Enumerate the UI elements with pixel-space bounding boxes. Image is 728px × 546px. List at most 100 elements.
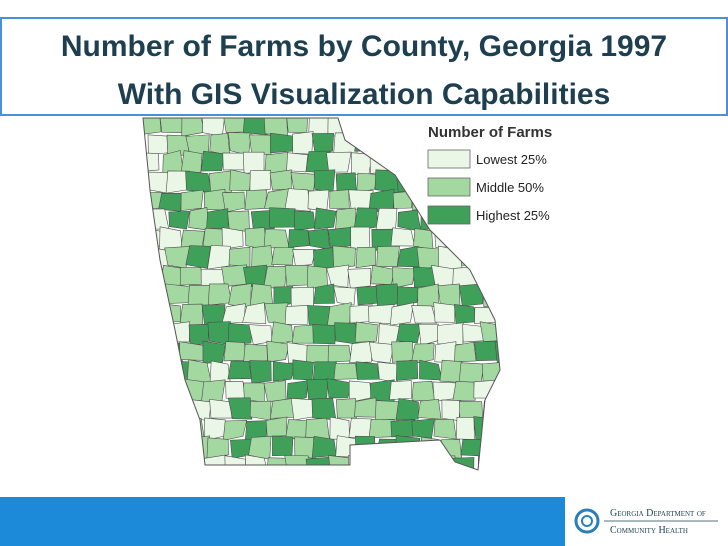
county: [269, 397, 295, 419]
county: [206, 208, 229, 230]
county: [144, 436, 168, 458]
county: [206, 437, 229, 460]
county: [227, 323, 253, 345]
county: [459, 400, 484, 420]
county: [347, 268, 372, 289]
legend-title: Number of Farms: [428, 124, 552, 141]
county: [286, 118, 309, 133]
county: [145, 362, 166, 384]
county: [159, 456, 183, 470]
county: [376, 245, 400, 267]
county: [221, 264, 247, 287]
county: [375, 207, 398, 231]
legend-swatch: [427, 149, 471, 169]
county: [251, 245, 275, 269]
county: [434, 341, 457, 364]
county: [498, 379, 500, 401]
county: [412, 266, 436, 288]
county: [410, 343, 435, 365]
county: [284, 305, 309, 325]
county: [227, 360, 252, 380]
county: [452, 226, 479, 249]
county: [374, 169, 400, 194]
county: [474, 227, 499, 250]
county: [222, 420, 248, 441]
county: [313, 283, 335, 304]
county: [305, 417, 330, 440]
legend-label: Middle 50%: [476, 180, 544, 195]
county: [396, 360, 419, 381]
county: [395, 398, 419, 421]
county: [164, 246, 190, 269]
county: [495, 264, 500, 289]
county: [348, 118, 374, 135]
county: [311, 133, 334, 156]
county: [334, 322, 359, 345]
county: [187, 399, 212, 421]
county: [480, 246, 500, 270]
county: [204, 188, 227, 211]
county: [335, 435, 357, 458]
county: [496, 302, 500, 326]
county: [263, 229, 290, 249]
county: [336, 398, 357, 419]
county: [270, 132, 294, 154]
county: [328, 455, 352, 470]
title-line: With GIS Visualization Capabilities: [118, 78, 611, 111]
county: [333, 363, 358, 380]
county: [332, 245, 356, 270]
legend-swatch: [427, 177, 471, 197]
county: [181, 150, 203, 173]
county: [314, 207, 337, 230]
title-line: Number of Farms by County, Georgia 1997: [61, 30, 667, 63]
county: [481, 437, 500, 458]
county: [458, 283, 485, 307]
county: [306, 344, 330, 364]
county: [392, 267, 416, 289]
county: [390, 419, 416, 438]
county: [502, 360, 525, 382]
county: [249, 360, 272, 384]
county: [272, 361, 296, 382]
county: [433, 302, 456, 323]
county: [185, 170, 212, 193]
county: [168, 211, 190, 230]
county: [166, 360, 191, 382]
county: [369, 341, 395, 364]
org-name: Community Health: [610, 525, 688, 536]
county: [395, 435, 421, 456]
county: [209, 399, 233, 419]
county: [147, 134, 169, 156]
county: [146, 208, 170, 230]
county: [313, 169, 336, 193]
county: [377, 361, 398, 383]
county: [504, 437, 525, 459]
county: [413, 228, 434, 250]
county: [284, 188, 311, 212]
county: [290, 172, 317, 192]
county: [395, 169, 422, 193]
county: [186, 435, 211, 459]
county: [368, 304, 395, 325]
county: [389, 380, 412, 401]
county: [250, 210, 275, 230]
county: [187, 284, 211, 308]
county: [292, 359, 314, 381]
county: [418, 323, 439, 346]
county: [307, 305, 331, 326]
county: [202, 340, 226, 364]
org-name: Georgia Department of: [610, 508, 706, 519]
county: [351, 152, 373, 175]
county: [188, 207, 210, 231]
county: [291, 324, 317, 344]
county: [348, 417, 373, 439]
county: [390, 455, 415, 470]
county: [225, 380, 246, 399]
county: [453, 304, 478, 324]
county: [222, 118, 247, 134]
county: [354, 435, 376, 460]
county: [479, 321, 500, 342]
county: [143, 152, 160, 172]
county: [292, 131, 314, 155]
county: [368, 418, 395, 439]
